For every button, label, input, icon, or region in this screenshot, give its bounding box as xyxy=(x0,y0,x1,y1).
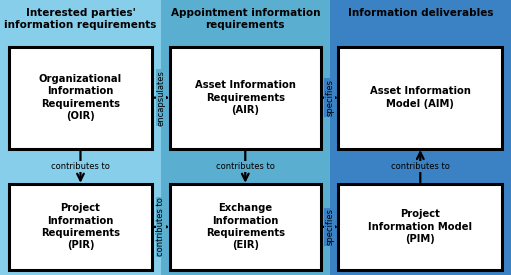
Text: Exchange
Information
Requirements
(EIR): Exchange Information Requirements (EIR) xyxy=(206,203,285,251)
Text: Asset Information
Model (AIM): Asset Information Model (AIM) xyxy=(370,86,471,109)
Text: Appointment information
requirements: Appointment information requirements xyxy=(171,8,320,30)
FancyBboxPatch shape xyxy=(9,184,152,270)
Bar xyxy=(161,0,330,275)
Text: contributes to: contributes to xyxy=(391,162,450,171)
Text: Organizational
Information
Requirements
(OIR): Organizational Information Requirements … xyxy=(39,74,122,121)
Text: contributes to: contributes to xyxy=(216,162,275,171)
Bar xyxy=(0,0,161,275)
Text: contributes to: contributes to xyxy=(156,197,166,256)
FancyBboxPatch shape xyxy=(9,47,152,148)
Bar xyxy=(330,0,511,275)
FancyBboxPatch shape xyxy=(170,47,321,148)
Text: Project
Information
Requirements
(PIR): Project Information Requirements (PIR) xyxy=(41,203,120,251)
Text: specifies: specifies xyxy=(325,208,334,245)
Text: Interested parties'
information requirements: Interested parties' information requirem… xyxy=(4,8,157,30)
Text: Information deliverables: Information deliverables xyxy=(347,8,493,18)
Text: contributes to: contributes to xyxy=(51,162,110,171)
Text: Asset Information
Requirements
(AIR): Asset Information Requirements (AIR) xyxy=(195,80,296,115)
FancyBboxPatch shape xyxy=(170,184,321,270)
Text: specifies: specifies xyxy=(325,79,334,116)
Text: Project
Information Model
(PIM): Project Information Model (PIM) xyxy=(368,210,472,244)
FancyBboxPatch shape xyxy=(338,184,502,270)
Text: encapsulates: encapsulates xyxy=(156,70,166,126)
FancyBboxPatch shape xyxy=(338,47,502,148)
